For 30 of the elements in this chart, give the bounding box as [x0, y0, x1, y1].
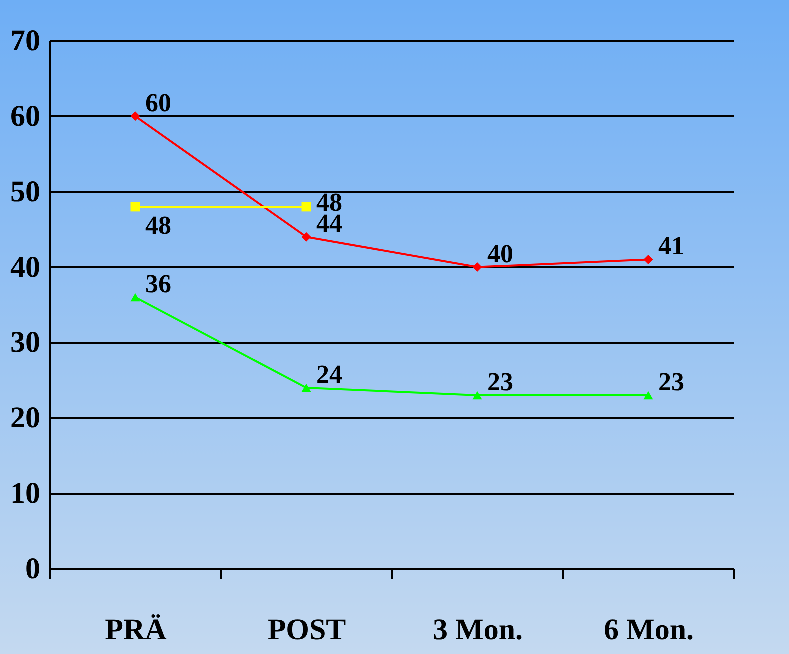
y-tick-label: 70 [10, 24, 40, 58]
point [130, 293, 140, 302]
data-label: 41 [658, 232, 684, 261]
point [302, 384, 312, 392]
y-tick-label: 10 [10, 477, 40, 510]
point [130, 112, 140, 122]
y-tick-label: 30 [10, 326, 40, 360]
data-label: 48 [146, 210, 172, 240]
y-tick-label: 60 [10, 100, 40, 133]
x-tick-label: PRÄ [105, 614, 168, 646]
data-label: 24 [316, 360, 342, 389]
x-tick-label: 3 Mon. [433, 614, 523, 646]
point [644, 391, 654, 400]
y-tick-label: 0 [26, 552, 40, 586]
data-label: 36 [146, 269, 172, 298]
y-tick-label: 40 [10, 250, 40, 284]
point [130, 202, 140, 212]
point [302, 232, 312, 242]
data-label: 23 [658, 368, 684, 397]
point [644, 255, 654, 264]
data-label: 23 [488, 368, 514, 397]
point [302, 202, 312, 212]
x-tick-label: POST [268, 614, 346, 646]
x-tick-label: 6 Mon. [604, 614, 694, 646]
y-tick-label: 20 [10, 402, 40, 435]
y-tick-label: 50 [10, 175, 40, 208]
data-label: 40 [488, 239, 514, 268]
point [472, 391, 482, 400]
data-label: 60 [146, 88, 172, 118]
point [472, 262, 482, 272]
